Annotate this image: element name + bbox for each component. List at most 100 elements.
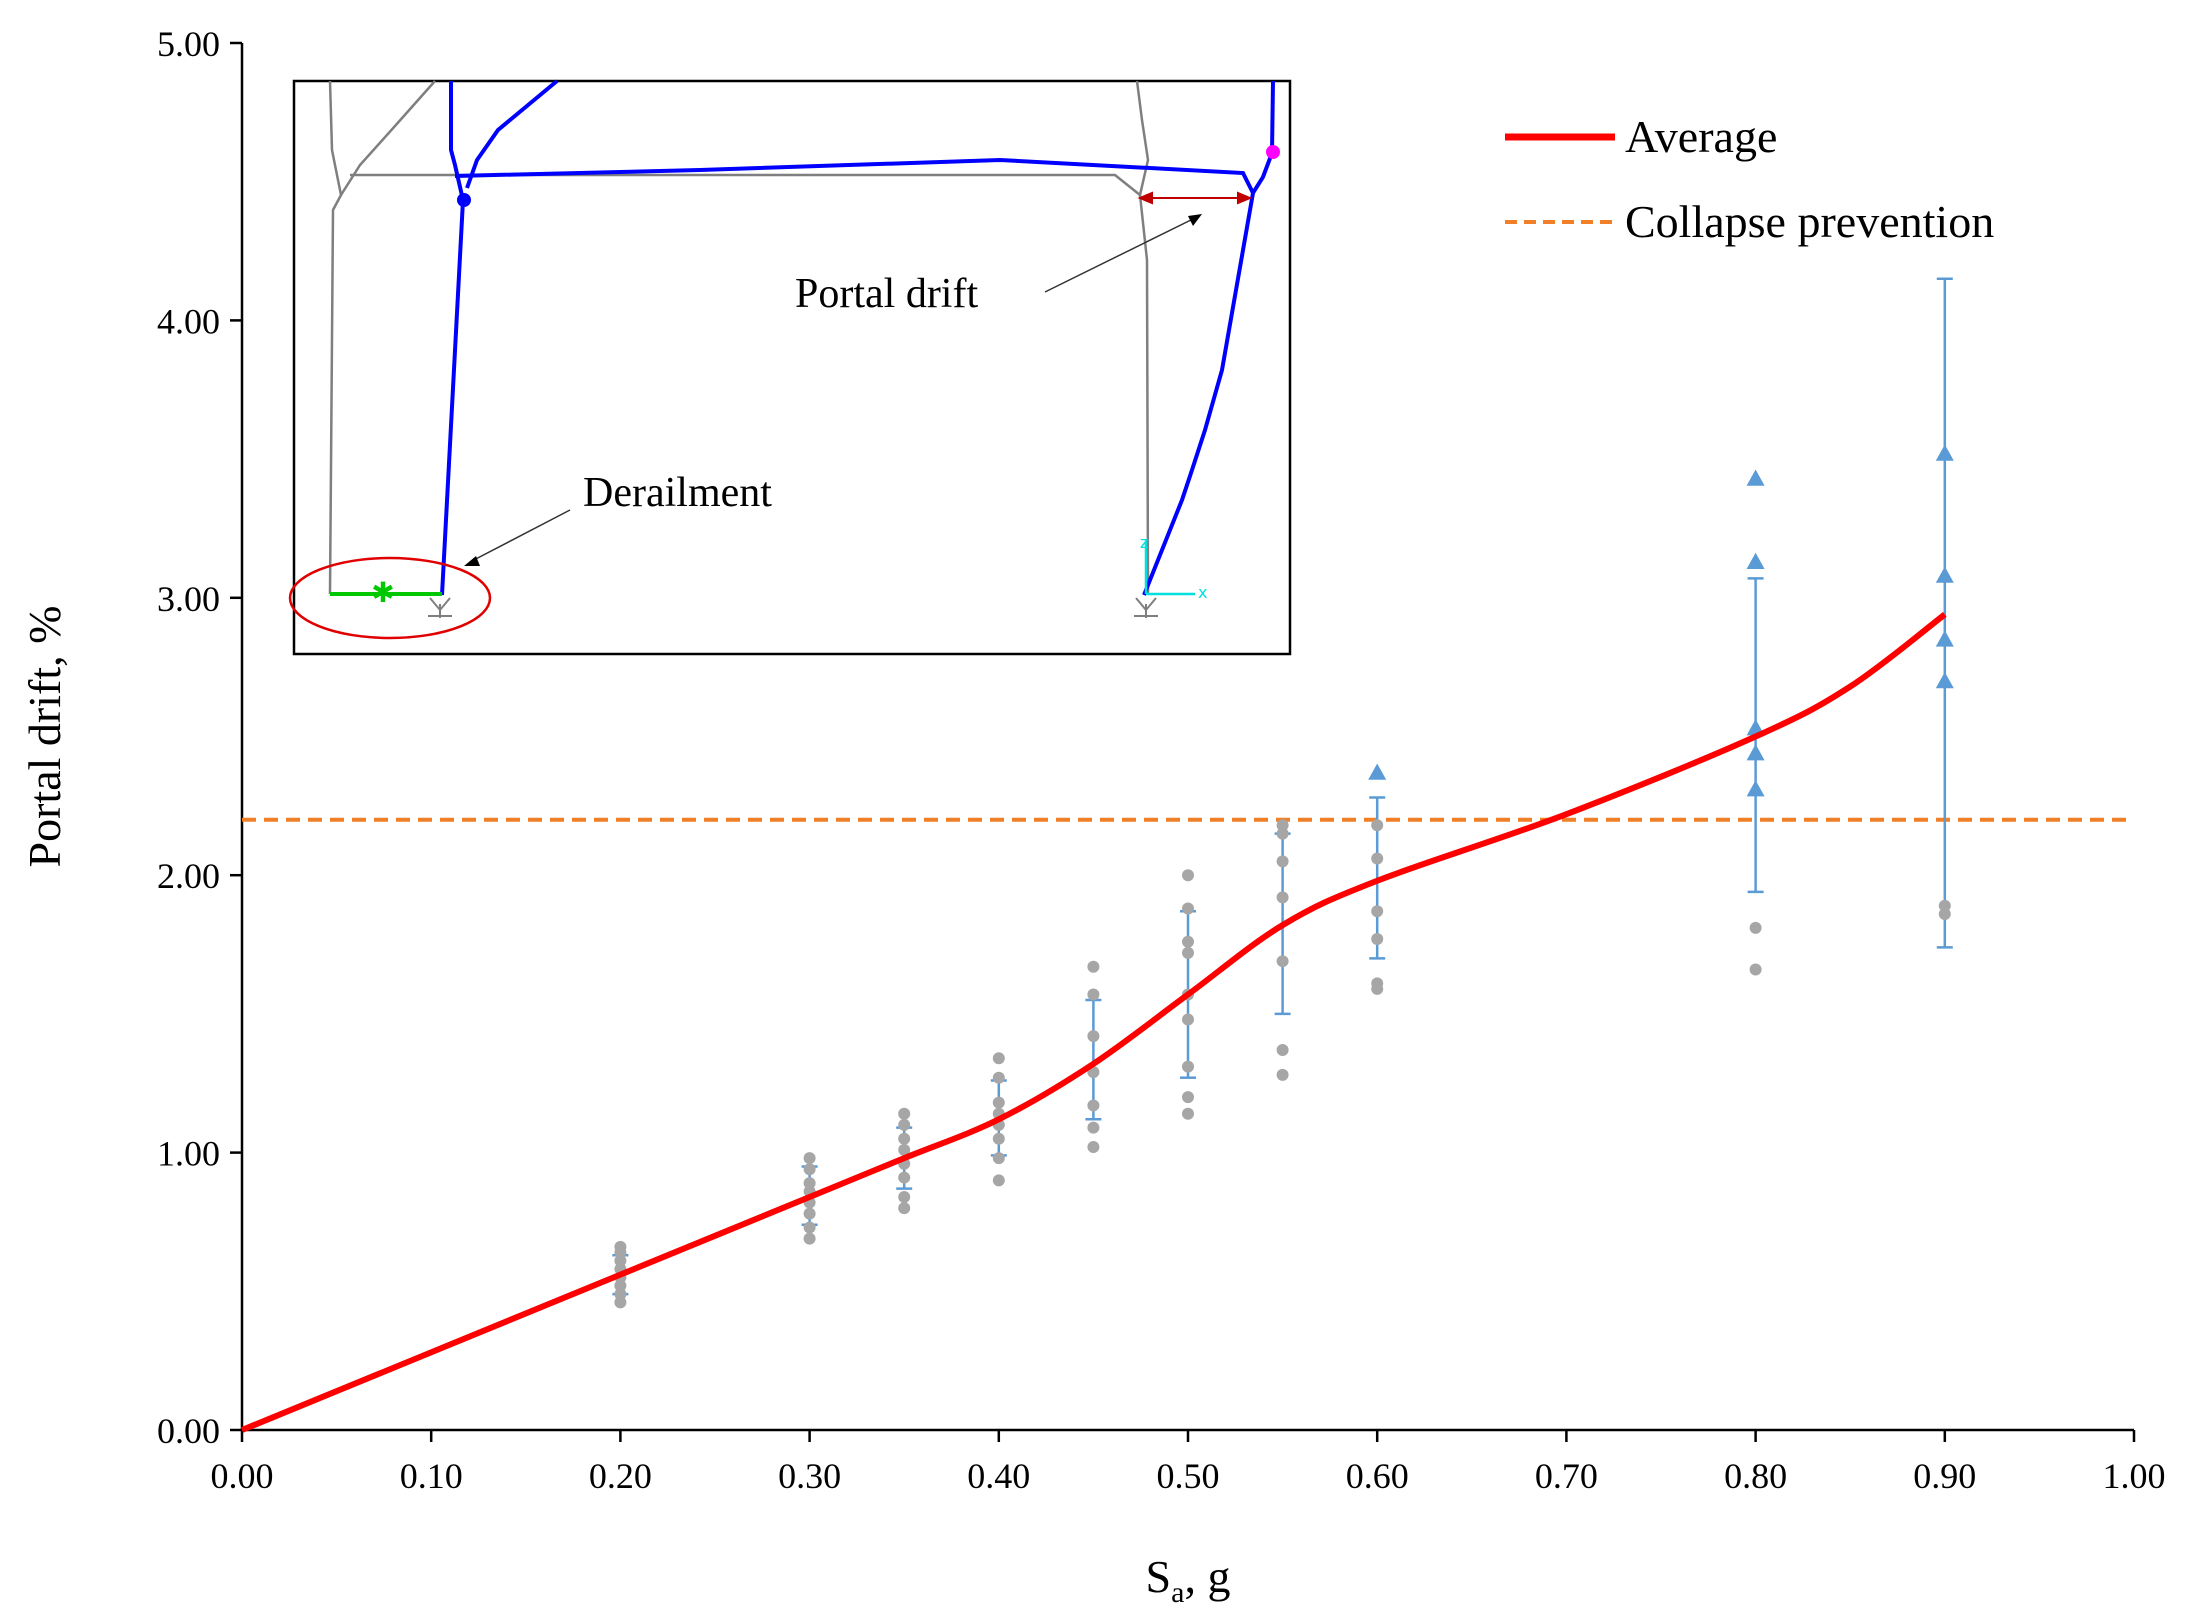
record-point: [1182, 1060, 1194, 1073]
record-point: [1276, 827, 1289, 840]
derailment-ellipse: [288, 556, 492, 640]
plot-area: 0.00 0.10 0.20 0.30 0.40 0.50 0.60 0.70 0.80 0.90…: [19, 24, 2166, 1609]
record-point: [1182, 935, 1194, 948]
axis-triad-icon: [1144, 540, 1195, 596]
exceeding-record-point: [1935, 444, 1954, 461]
record-point: [1182, 869, 1194, 882]
record-point: [1087, 1030, 1100, 1043]
right-node-marker: [1266, 145, 1280, 159]
record-point: [992, 1174, 1005, 1187]
record-point: [1087, 988, 1100, 1001]
record-point: [614, 1254, 627, 1267]
record-point: [1182, 1013, 1194, 1026]
record-point: [898, 1143, 911, 1156]
record-point: [1182, 1107, 1194, 1120]
record-point: [1371, 977, 1384, 990]
record-point: [803, 1177, 816, 1190]
record-point: [1276, 891, 1289, 904]
x-tick-label: 0.20: [589, 1456, 652, 1496]
record-point: [898, 1107, 911, 1120]
record-point: [1749, 921, 1762, 934]
y-tick-label: 2.00: [157, 856, 220, 896]
record-point: [1182, 946, 1194, 959]
exceeding-record-point: [1935, 566, 1954, 583]
record-point: [803, 1221, 816, 1234]
record-point: [898, 1171, 911, 1184]
record-point: [992, 1052, 1005, 1065]
portal-drift-leader: [1044, 216, 1198, 293]
axis-triad-z-label: z: [1140, 533, 1148, 552]
x-tick-label: 0.10: [400, 1456, 463, 1496]
x-tick-label: 0.80: [1724, 1456, 1787, 1496]
record-point: [1371, 933, 1384, 946]
x-tick-label: 0.70: [1535, 1456, 1598, 1496]
exceeding-record-point: [1746, 744, 1765, 761]
record-point: [992, 1152, 1005, 1165]
record-point: [898, 1132, 911, 1145]
x-tick-label: 0.00: [211, 1456, 274, 1496]
record-point: [1749, 963, 1762, 976]
record-point: [1938, 908, 1951, 921]
undeformed-frame: [328, 80, 1150, 596]
inset-diagram: ✱ z x Portal drift Derailment: [288, 79, 1292, 656]
record-point: [1276, 1068, 1289, 1081]
y-tick-label: 1.00: [157, 1134, 220, 1174]
y-tick-label: 3.00: [157, 579, 220, 619]
left-node-marker: [457, 193, 471, 207]
record-point: [898, 1190, 911, 1203]
exceeding-record-point: [1368, 763, 1387, 780]
y-tick-label: 5.00: [157, 24, 220, 64]
record-point: [614, 1296, 627, 1309]
record-point: [1087, 960, 1100, 973]
legend-average-label: Average: [1625, 111, 1777, 162]
record-point: [1371, 819, 1384, 832]
portal-drift-leader-arrowhead: [1188, 214, 1202, 226]
record-point: [1276, 1043, 1289, 1056]
record-point: [614, 1240, 627, 1253]
portal-drift-dimension: [1137, 191, 1253, 205]
support-icon: [428, 597, 1158, 618]
x-tick-label: 0.30: [778, 1456, 841, 1496]
exceeding-record-point: [1935, 630, 1954, 647]
record-point: [1371, 905, 1384, 918]
record-point: [1276, 819, 1289, 832]
record-point: [992, 1096, 1005, 1109]
record-point: [1182, 1091, 1194, 1104]
rail-star-icon: ✱: [371, 576, 394, 609]
record-point: [1182, 902, 1194, 915]
record-point: [1276, 955, 1289, 968]
record-point: [803, 1207, 816, 1220]
record-point: [898, 1202, 911, 1215]
x-tick-label: 1.00: [2103, 1456, 2166, 1496]
x-tick-label: 0.60: [1346, 1456, 1409, 1496]
x-tick-label: 0.90: [1913, 1456, 1976, 1496]
record-point: [992, 1071, 1005, 1084]
derailment-annotation: Derailment: [583, 470, 772, 516]
record-point: [1087, 1099, 1100, 1112]
legend-collapse-label: Collapse prevention: [1625, 196, 1994, 247]
portal-drift-annotation: Portal drift: [795, 271, 978, 317]
exceeding-record-point: [1746, 552, 1765, 569]
axis-triad-x-label: x: [1198, 583, 1207, 602]
record-point: [803, 1163, 816, 1176]
derailment-leader: [469, 509, 571, 563]
record-point: [1938, 899, 1951, 912]
record-point: [1276, 855, 1289, 868]
record-point: [803, 1232, 816, 1245]
deformed-frame: [440, 79, 1275, 596]
x-tick-label: 0.40: [967, 1456, 1030, 1496]
record-point: [614, 1279, 627, 1292]
exceeding-record-point: [1746, 469, 1765, 486]
average-line: [240, 612, 1947, 1433]
exceeding-record-point: [1935, 672, 1954, 689]
x-tick-label: 0.50: [1157, 1456, 1220, 1496]
record-point: [898, 1118, 911, 1131]
record-point: [803, 1152, 816, 1165]
exceeding-record-point: [1746, 780, 1765, 797]
y-axis-title: Portal drift, %: [19, 606, 70, 868]
record-point: [1087, 1121, 1100, 1134]
y-tick-label: 4.00: [157, 301, 220, 341]
record-point: [614, 1288, 627, 1301]
record-point: [1087, 1141, 1100, 1154]
